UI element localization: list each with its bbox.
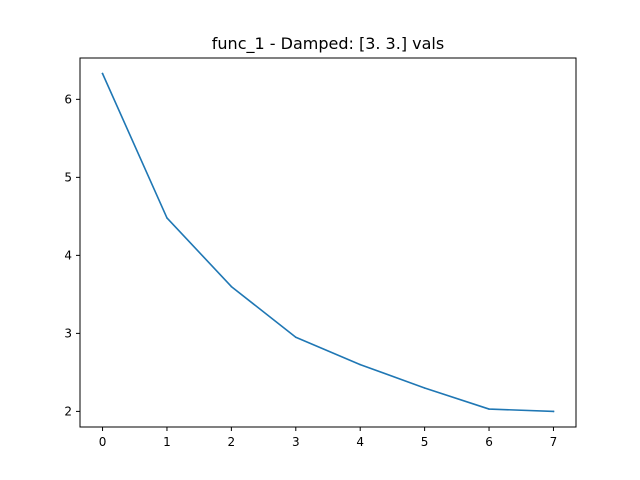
x-axis: 0 1 2 3 4 5 6 7 bbox=[99, 427, 558, 449]
series-line bbox=[101, 72, 555, 413]
y-tick-label: 5 bbox=[64, 170, 72, 184]
data-point bbox=[294, 336, 297, 339]
y-axis: 2 3 4 5 6 bbox=[64, 92, 80, 418]
data-point bbox=[552, 410, 555, 413]
y-tick-label: 6 bbox=[64, 92, 72, 106]
x-tick-label: 0 bbox=[99, 435, 107, 449]
chart-title: func_1 - Damped: [3. 3.] vals bbox=[212, 34, 444, 54]
x-tick-label: 2 bbox=[228, 435, 236, 449]
y-tick-label: 2 bbox=[64, 404, 72, 418]
data-point bbox=[359, 363, 362, 366]
data-point bbox=[230, 285, 233, 288]
axes-frame bbox=[79, 57, 577, 428]
x-tick-label: 3 bbox=[292, 435, 300, 449]
x-tick-label: 1 bbox=[163, 435, 171, 449]
data-point bbox=[166, 217, 168, 219]
data-point bbox=[488, 408, 490, 410]
x-tick-label: 5 bbox=[421, 435, 429, 449]
x-tick-label: 6 bbox=[485, 435, 493, 449]
y-tick-label: 4 bbox=[64, 248, 72, 262]
y-tick-label: 3 bbox=[64, 326, 72, 340]
x-tick-label: 4 bbox=[356, 435, 364, 449]
data-point bbox=[423, 387, 426, 389]
x-tick-label: 7 bbox=[550, 435, 558, 449]
data-point bbox=[101, 72, 104, 75]
plot-area bbox=[101, 72, 555, 413]
